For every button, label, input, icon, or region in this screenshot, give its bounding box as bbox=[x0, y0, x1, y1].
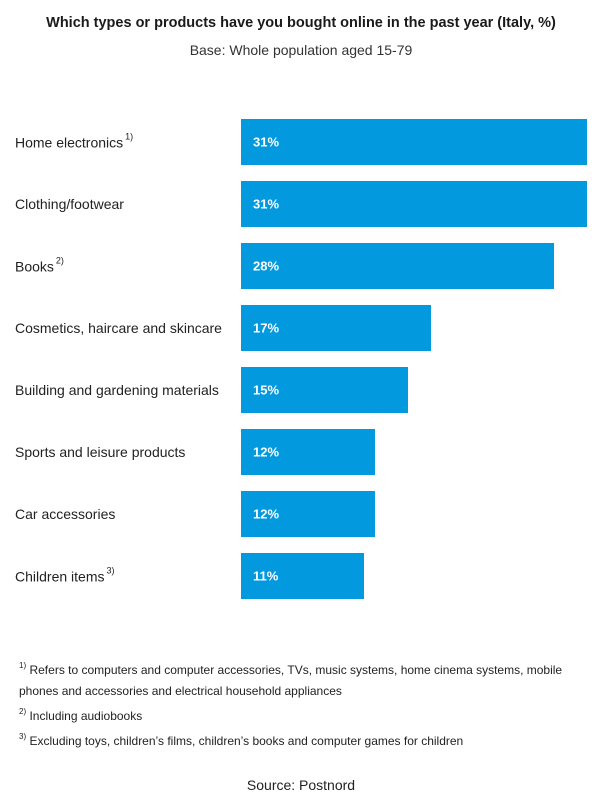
category-label: Cosmetics, haircare and skincare bbox=[15, 320, 222, 336]
chart-subtitle: Base: Whole population aged 15-79 bbox=[189, 42, 413, 58]
bar: 17% bbox=[241, 305, 431, 351]
bar-value-label: 12% bbox=[253, 506, 280, 522]
bar-value-label: 28% bbox=[253, 258, 280, 274]
footnote-text: Refers to computers and computer accesso… bbox=[19, 663, 563, 698]
footnote-text: Including audiobooks bbox=[29, 709, 143, 723]
bar-chart: Home electronics 1) 31% Clothing/footwear 31… bbox=[0, 110, 602, 610]
bar: 12% bbox=[241, 429, 375, 475]
category-footnote-mark: 3) bbox=[106, 565, 115, 576]
category-label-text: Books bbox=[15, 258, 54, 275]
footnote-text: Excluding toys, children’s films, childr… bbox=[29, 734, 464, 748]
bar: 12% bbox=[241, 491, 375, 537]
bar-value-label: 31% bbox=[253, 134, 280, 150]
bar: 31% bbox=[241, 119, 587, 165]
source-note: Source: Postnord bbox=[246, 777, 356, 793]
bar: 11% bbox=[241, 553, 364, 599]
category-footnote-mark: 1) bbox=[125, 131, 134, 142]
footnote-mark: 2) bbox=[19, 707, 27, 716]
footnote-3: 3) Excluding toys, children’s films, chi… bbox=[19, 727, 594, 752]
category-label: Car accessories bbox=[15, 506, 115, 522]
footnote-mark: 3) bbox=[19, 732, 27, 741]
bar: 28% bbox=[241, 243, 554, 289]
footnotes: 1) Refers to computers and computer acce… bbox=[19, 656, 594, 752]
category-label: Books 2) bbox=[15, 255, 64, 275]
category-label: Home electronics 1) bbox=[15, 131, 134, 151]
category-label-text: Children items bbox=[15, 568, 105, 585]
bar-value-label: 12% bbox=[253, 444, 280, 460]
bar: 15% bbox=[241, 367, 408, 413]
category-label-text: Clothing/footwear bbox=[15, 196, 124, 212]
category-label-text: Building and gardening materials bbox=[15, 382, 219, 398]
category-label: Clothing/footwear bbox=[15, 196, 124, 212]
category-label-text: Cosmetics, haircare and skincare bbox=[15, 320, 222, 336]
category-label-text: Sports and leisure products bbox=[15, 444, 186, 460]
footnote-mark: 1) bbox=[19, 661, 27, 670]
bar: 31% bbox=[241, 181, 587, 227]
category-label: Sports and leisure products bbox=[15, 444, 185, 460]
footnote-1: 1) Refers to computers and computer acce… bbox=[19, 656, 594, 702]
footnote-2: 2) Including audiobooks bbox=[19, 702, 594, 727]
bar-value-label: 31% bbox=[253, 196, 280, 212]
category-label: Building and gardening materials bbox=[15, 382, 219, 398]
category-footnote-mark: 2) bbox=[55, 255, 64, 266]
bar-value-label: 17% bbox=[253, 320, 280, 336]
chart-title: Which types or products have you bought … bbox=[46, 15, 556, 31]
bar-value-label: 11% bbox=[253, 568, 279, 584]
category-label: Children items 3) bbox=[15, 565, 115, 585]
category-label-text: Car accessories bbox=[15, 506, 116, 522]
bar-value-label: 15% bbox=[253, 382, 280, 398]
category-label-text: Home electronics bbox=[15, 134, 124, 151]
